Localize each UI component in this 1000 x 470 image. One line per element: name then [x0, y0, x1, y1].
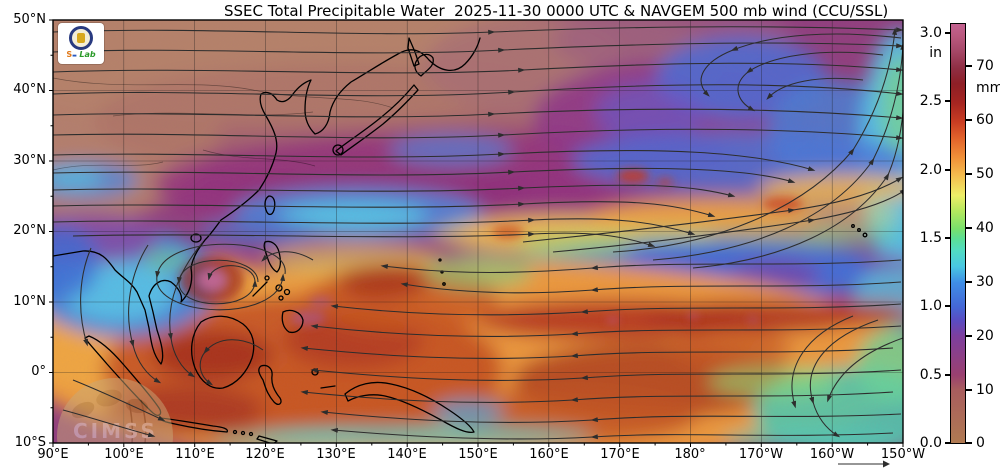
cb-tick-in: [945, 374, 951, 376]
lon-label-110e: 110°E: [175, 447, 215, 462]
lon-label-160e: 160°E: [529, 447, 569, 462]
cb-label-15in: 1.5: [919, 230, 942, 246]
cb-tick-in: [945, 305, 951, 307]
cb-tick-in: [945, 100, 951, 102]
cb-label-50mm: 50: [976, 166, 994, 182]
logo-lab-label: Lab: [79, 50, 96, 59]
lon-label-100e: 100°E: [104, 447, 144, 462]
cb-label-2in: 2.0: [919, 162, 942, 178]
cb-tick-in: [945, 169, 951, 171]
lon-label-150w: 150°W: [880, 447, 926, 462]
cimss-watermark-text: CIMSS: [73, 419, 158, 443]
cb-label-40mm: 40: [976, 220, 994, 236]
lon-label-120e: 120°E: [245, 447, 285, 462]
lon-label-170e: 170°E: [600, 447, 640, 462]
lab-logo-text: S▬ Lab: [66, 50, 95, 61]
lat-label-0: 0°: [31, 364, 46, 379]
cimss-watermark: CIMSS: [57, 378, 173, 443]
cb-tick-mm: [966, 227, 972, 229]
logo-mark-s: S: [66, 50, 73, 59]
cb-unit-in: in: [929, 45, 942, 61]
cb-label-1in: 1.0: [919, 298, 942, 314]
cb-label-0in: 0.0: [919, 435, 942, 451]
lon-label-180: 180°: [674, 447, 706, 462]
lat-label-10s: 10°S: [14, 435, 46, 450]
lon-label-140e: 140°E: [387, 447, 427, 462]
lon-label-130e: 130°E: [316, 447, 356, 462]
cb-label-0mm: 0: [976, 435, 985, 451]
cb-label-60mm: 60: [976, 112, 994, 128]
cb-label-05in: 0.5: [919, 367, 942, 383]
lat-label-30n: 30°N: [13, 153, 46, 168]
cb-tick-mm: [966, 389, 972, 391]
lon-label-150e: 150°E: [458, 447, 498, 462]
cb-tick-mm: [966, 119, 972, 121]
cb-label-20mm: 20: [976, 328, 994, 344]
axis-ticks: [49, 19, 904, 447]
university-seal-icon: [69, 26, 93, 50]
lat-label-10n: 10°N: [13, 294, 46, 309]
cb-tick-mm: [966, 335, 972, 337]
cb-tick-mm: [966, 442, 972, 444]
colorbar: [950, 23, 966, 444]
lon-label-170w: 170°W: [738, 447, 784, 462]
page-title: SSEC Total Precipitable Water 2025-11-30…: [224, 2, 889, 20]
lat-label-50n: 50°N: [13, 12, 46, 27]
lab-logo: S▬ Lab: [58, 23, 104, 64]
cb-tick-in: [945, 32, 951, 34]
cb-tick-in: [945, 237, 951, 239]
lat-label-20n: 20°N: [13, 223, 46, 238]
cb-tick-in: [945, 442, 951, 444]
cb-label-30mm: 30: [976, 274, 994, 290]
stray-wind-arrow: [838, 460, 890, 468]
wind-streamlines: [53, 26, 903, 440]
cb-label-10mm: 10: [976, 382, 994, 398]
cb-label-70mm: 70: [976, 58, 994, 74]
map-plot: CIMSS: [49, 19, 904, 447]
cb-label-3in: 3.0: [919, 25, 942, 41]
lon-label-160w: 160°W: [809, 447, 855, 462]
lon-label-90e: 90°E: [37, 447, 69, 462]
cb-label-25in: 2.5: [919, 93, 942, 109]
cb-tick-mm: [966, 65, 972, 67]
logo-mark-blue: ▬: [72, 53, 77, 59]
cb-tick-mm: [966, 281, 972, 283]
lat-label-40n: 40°N: [13, 82, 46, 97]
cb-tick-mm: [966, 173, 972, 175]
colorbar-gradient: [951, 24, 965, 443]
map-svg: CIMSS: [49, 19, 904, 447]
cb-unit-mm: mm: [976, 80, 1000, 96]
